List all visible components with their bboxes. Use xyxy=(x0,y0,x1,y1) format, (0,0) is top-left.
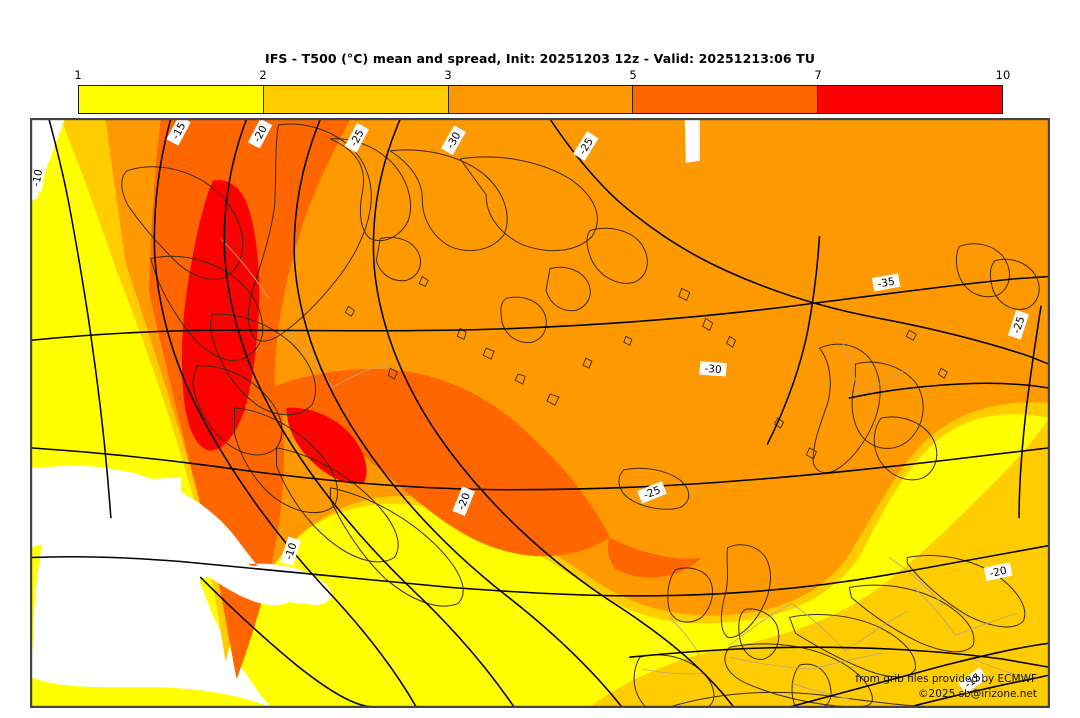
colorbar-tick-1: 1 xyxy=(74,68,82,82)
contour-line-m15-se2 xyxy=(908,674,1049,707)
contour-label-bg xyxy=(344,122,369,153)
contour-value-labels: -15 -20 -25 -30 -25-10-35-25-30-25-20-10-20-… xyxy=(31,119,1029,694)
spread-band-2-3-east xyxy=(589,417,1049,707)
contour-label: -10 xyxy=(31,163,47,193)
contour-label-text: -20 xyxy=(989,565,1008,580)
page-title: IFS - T500 (°C) mean and spread, Init: 2… xyxy=(264,51,816,66)
colorbar-tick-7: 7 xyxy=(814,68,822,82)
colorbar-legend: 1 2 3 5 7 10 xyxy=(74,68,1010,114)
contour-label-bg xyxy=(637,481,667,504)
spread-band-1-2-sw xyxy=(31,677,271,707)
contour-label-text: -35 xyxy=(877,276,896,291)
colorbar-tick-3: 3 xyxy=(444,68,452,82)
contour-label: -35 xyxy=(871,273,901,292)
contour-line-m25-north xyxy=(549,119,1049,365)
contour-line-m10-nw xyxy=(48,119,112,519)
contour-label-text: -30 xyxy=(704,363,722,376)
contour-line-m15 xyxy=(153,119,418,707)
contour-label-text: -10 xyxy=(283,541,300,561)
contour-label-bg xyxy=(699,361,727,377)
colorbar-tick-2: 2 xyxy=(259,68,267,82)
spread-below-min-sw-block xyxy=(31,466,320,604)
contour-label: -25 xyxy=(637,481,667,504)
contour-line-m25-right xyxy=(1018,305,1042,519)
country-borders xyxy=(220,238,1036,700)
colorbar-segment-0 xyxy=(79,86,264,113)
contour-line-m35-east xyxy=(848,382,1049,399)
colorbar-segment-1 xyxy=(263,86,449,113)
contour-line-m30-west xyxy=(372,119,735,707)
spread-below-min-sw-main xyxy=(31,469,301,606)
contour-label-bg xyxy=(871,273,901,292)
contour-label-bg xyxy=(31,163,47,193)
contour-label-bg xyxy=(440,125,466,156)
contour-line-m15-se xyxy=(788,642,1049,707)
spread-band-7-10-second xyxy=(286,407,367,484)
contour-label-bg xyxy=(166,119,191,146)
contour-label-text: -20 xyxy=(455,491,473,511)
mean-contours xyxy=(31,119,1049,707)
map-frame-border xyxy=(31,119,1049,707)
spread-band-5-7 xyxy=(148,119,610,680)
map-svg: -15 -20 -25 -30 -25-10-35-25-30-25-20-10-20-… xyxy=(31,119,1049,707)
contour-line-m10-sw xyxy=(199,576,376,707)
contour-label-bg xyxy=(1007,310,1029,340)
contour-label-bg xyxy=(957,667,988,694)
colorbar-segment-4 xyxy=(818,86,1002,113)
contour-line-m25-zonal xyxy=(31,544,1049,597)
contour-line-m25-west xyxy=(293,119,623,707)
contour-label-text: -25 xyxy=(642,484,662,502)
contour-label-bg xyxy=(983,562,1013,582)
map-plot-area[interactable]: -15 -20 -25 -30 -25 -10 -35 -25 -30 -25 -20 -10 -20-… xyxy=(30,118,1050,708)
contour-label: -20 xyxy=(983,562,1013,582)
spread-band-3-5-lobe xyxy=(608,547,750,600)
contour-label-bg xyxy=(452,486,475,517)
contour-label-text: -10 xyxy=(31,168,45,187)
contour-line-m20-zonal xyxy=(629,646,1049,668)
contour-line-m35 xyxy=(31,275,1049,342)
contour-label: -10 xyxy=(280,536,302,566)
contour-label-bg xyxy=(573,131,599,161)
map-speckle-islands xyxy=(344,275,948,460)
colorbar-gradient xyxy=(78,85,1003,114)
contour-line-m30-zonal xyxy=(31,447,1049,491)
contour-label: -20 xyxy=(452,486,475,517)
spread-band-7-10 xyxy=(181,180,260,451)
contour-line-m30-vert xyxy=(766,235,821,445)
spread-band-3-5 xyxy=(105,119,1049,650)
spread-notch-arctic xyxy=(684,119,700,163)
spread-band-5-7-tail xyxy=(607,537,702,578)
colorbar-tick-10: 10 xyxy=(995,68,1011,82)
contour-label-text: -25 xyxy=(1011,315,1028,335)
contour-label: -25 xyxy=(1007,310,1029,340)
colorbar-tick-labels: 1 2 3 5 7 10 xyxy=(74,68,1010,85)
contour-line-m20 xyxy=(223,119,515,707)
contour-label: -30 xyxy=(699,361,727,377)
colorbar-tick-5: 5 xyxy=(629,68,637,82)
contour-label-bg xyxy=(280,536,302,566)
colorbar-segment-3 xyxy=(633,86,819,113)
contour-label-bg xyxy=(247,119,273,149)
colorbar-segment-2 xyxy=(448,86,634,113)
